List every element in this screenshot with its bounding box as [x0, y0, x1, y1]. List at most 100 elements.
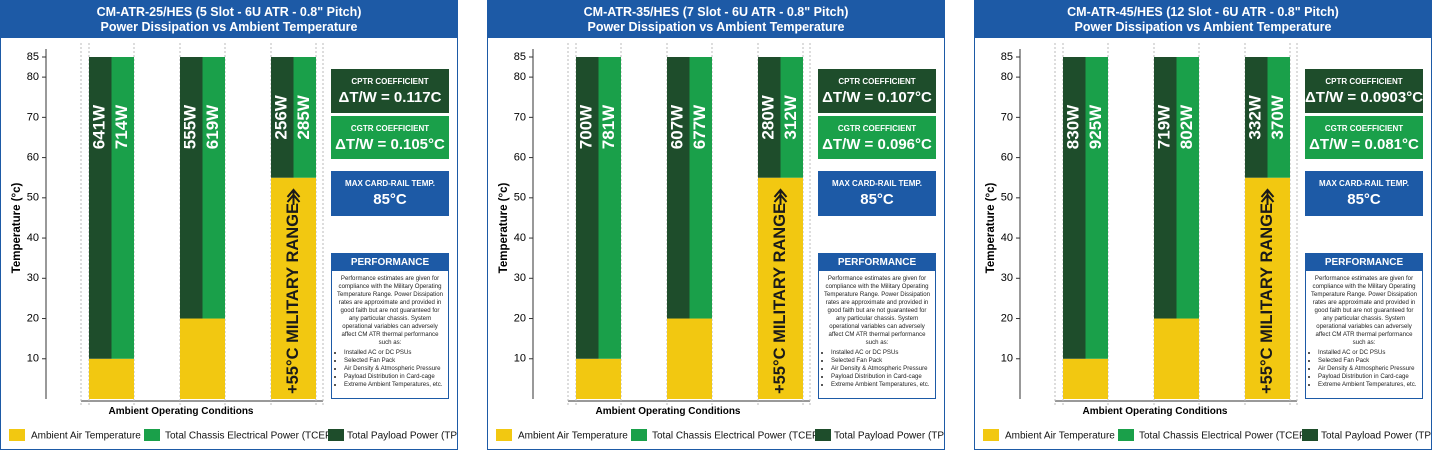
power-label: 370W [1268, 94, 1287, 139]
legend-label: Ambient Air Temperature [31, 431, 141, 442]
performance-item: Payload Distribution in Card-cage [1318, 373, 1422, 381]
info-box: CGTR COEFFICIENT ΔT/W = 0.096°C [818, 116, 936, 159]
power-label: 332W [1246, 94, 1265, 139]
legend-swatch [1118, 429, 1134, 441]
performance-list: Installed AC or DC PSUsSelected Fan Pack… [819, 349, 935, 389]
y-tick-label: 40 [1001, 232, 1013, 244]
legend-swatch [328, 429, 344, 441]
power-label: 641W [90, 104, 109, 149]
chart-panel: Temperature (°c) Ambient Operating Condit… [974, 0, 1432, 450]
chart-panel: Temperature (°c) Ambient Operating Condit… [0, 0, 458, 450]
legend-label: Total Chassis Electrical Power (TCEP) [652, 431, 822, 442]
performance-item: Installed AC or DC PSUs [831, 349, 935, 357]
legend-swatch [1302, 429, 1318, 441]
info-box: CGTR COEFFICIENT ΔT/W = 0.105°C [331, 116, 449, 159]
info-value: ΔT/W = 0.081°C [1309, 136, 1419, 153]
y-tick-label: 20 [27, 312, 39, 324]
power-label: 830W [1064, 104, 1083, 149]
info-label: MAX CARD-RAIL TEMP. [345, 179, 435, 188]
bar-power [667, 57, 690, 319]
chart: Temperature (°c) Ambient Operating Condit… [983, 43, 1431, 442]
info-label: CGTR COEFFICIENT [350, 124, 430, 133]
legend-label: Total Chassis Electrical Power (TCEP) [1139, 431, 1309, 442]
bar-power [576, 57, 599, 359]
bar-ambient [89, 358, 134, 399]
performance-text: Performance estimates are given for comp… [336, 275, 443, 346]
info-box: MAX CARD-RAIL TEMP. 85°C [331, 171, 449, 216]
bar-power [1245, 57, 1268, 178]
chart: Temperature (°c) Ambient Operating Condit… [9, 43, 457, 442]
info-value: 85°C [1347, 191, 1381, 208]
y-tick-label: 10 [514, 353, 526, 365]
bar-power [1063, 57, 1086, 359]
legend-swatch [983, 429, 999, 441]
x-axis-label: Ambient Operating Conditions [596, 406, 741, 417]
y-tick-label: 80 [27, 71, 39, 83]
performance-item: Extreme Ambient Temperatures, etc. [831, 381, 935, 389]
bar-power [1176, 57, 1199, 319]
y-tick-label: 10 [1001, 353, 1013, 365]
y-tick-label: 60 [27, 151, 39, 163]
bar-power [1085, 57, 1108, 359]
y-axis-label: Temperature (°c) [11, 183, 23, 274]
y-tick-label: 40 [27, 232, 39, 244]
performance-item: Air Density & Atmospheric Pressure [831, 365, 935, 373]
bar-ambient [271, 177, 316, 399]
chart-header: CM-ATR-45/HES (12 Slot - 6U ATR - 0.8" P… [975, 1, 1431, 38]
y-tick-label: 85 [1001, 51, 1013, 63]
y-tick-label: 70 [514, 111, 526, 123]
performance-list: Installed AC or DC PSUsSelected Fan Pack… [1306, 349, 1422, 389]
bar-ambient [1245, 177, 1290, 399]
chart-subtitle: Power Dissipation vs Ambient Temperature [100, 20, 358, 34]
performance-item: Installed AC or DC PSUs [344, 349, 448, 357]
power-label: 619W [203, 104, 222, 149]
bar-power [89, 57, 112, 359]
power-label: 719W [1155, 104, 1174, 149]
info-value: ΔT/W = 0.096°C [822, 136, 932, 153]
info-label: MAX CARD-RAIL TEMP. [832, 179, 922, 188]
y-tick-label: 50 [1001, 192, 1013, 204]
bar-ambient [576, 358, 621, 399]
power-label: 312W [781, 94, 800, 139]
chart-subtitle: Power Dissipation vs Ambient Temperature [1074, 20, 1332, 34]
chart-subtitle: Power Dissipation vs Ambient Temperature [587, 20, 845, 34]
legend-label: Total Payload Power (TPP) [347, 431, 457, 442]
chart-title: CM-ATR-25/HES (5 Slot - 6U ATR - 0.8" Pi… [96, 5, 362, 19]
performance-item: Air Density & Atmospheric Pressure [1318, 365, 1422, 373]
info-box: CPTR COEFFICIENT ΔT/W = 0.107°C [818, 69, 936, 113]
y-tick-label: 85 [27, 51, 39, 63]
y-tick-label: 60 [1001, 151, 1013, 163]
bar-ambient [180, 318, 225, 399]
performance-item: Extreme Ambient Temperatures, etc. [1318, 381, 1422, 389]
info-box: MAX CARD-RAIL TEMP. 85°C [818, 171, 936, 216]
power-label: 256W [272, 94, 291, 139]
info-box: MAX CARD-RAIL TEMP. 85°C [1305, 171, 1423, 216]
power-label: 700W [577, 104, 596, 149]
bar-power [271, 57, 294, 178]
power-label: 285W [294, 94, 313, 139]
legend-label: Ambient Air Temperature [518, 431, 628, 442]
military-range-label: +55°C MILITARY RANGE [284, 203, 302, 394]
performance-item: Selected Fan Pack [831, 357, 935, 365]
performance-text: Performance estimates are given for comp… [1310, 275, 1417, 346]
info-value: ΔT/W = 0.105°C [335, 136, 445, 153]
power-label: 555W [181, 104, 200, 149]
chart-title: CM-ATR-35/HES (7 Slot - 6U ATR - 0.8" Pi… [583, 5, 849, 19]
chart-header: CM-ATR-25/HES (5 Slot - 6U ATR - 0.8" Pi… [1, 1, 457, 38]
y-tick-label: 30 [27, 272, 39, 284]
performance-box: PERFORMANCE Performance estimates are giv… [1305, 253, 1423, 399]
performance-title: PERFORMANCE [332, 254, 448, 271]
military-range-label: +55°C MILITARY RANGE [771, 203, 789, 394]
legend-label: Total Chassis Electrical Power (TCEP) [165, 431, 335, 442]
info-value: ΔT/W = 0.107°C [822, 89, 932, 106]
x-axis-label: Ambient Operating Conditions [109, 406, 254, 417]
performance-item: Payload Distribution in Card-cage [344, 373, 448, 381]
chart: Temperature (°c) Ambient Operating Condit… [496, 43, 944, 442]
bar-ambient [1154, 318, 1199, 399]
performance-item: Selected Fan Pack [1318, 357, 1422, 365]
legend-label: Total Payload Power (TPP) [834, 431, 944, 442]
bar-power [758, 57, 781, 178]
performance-item: Installed AC or DC PSUs [1318, 349, 1422, 357]
bar-power [180, 57, 203, 319]
